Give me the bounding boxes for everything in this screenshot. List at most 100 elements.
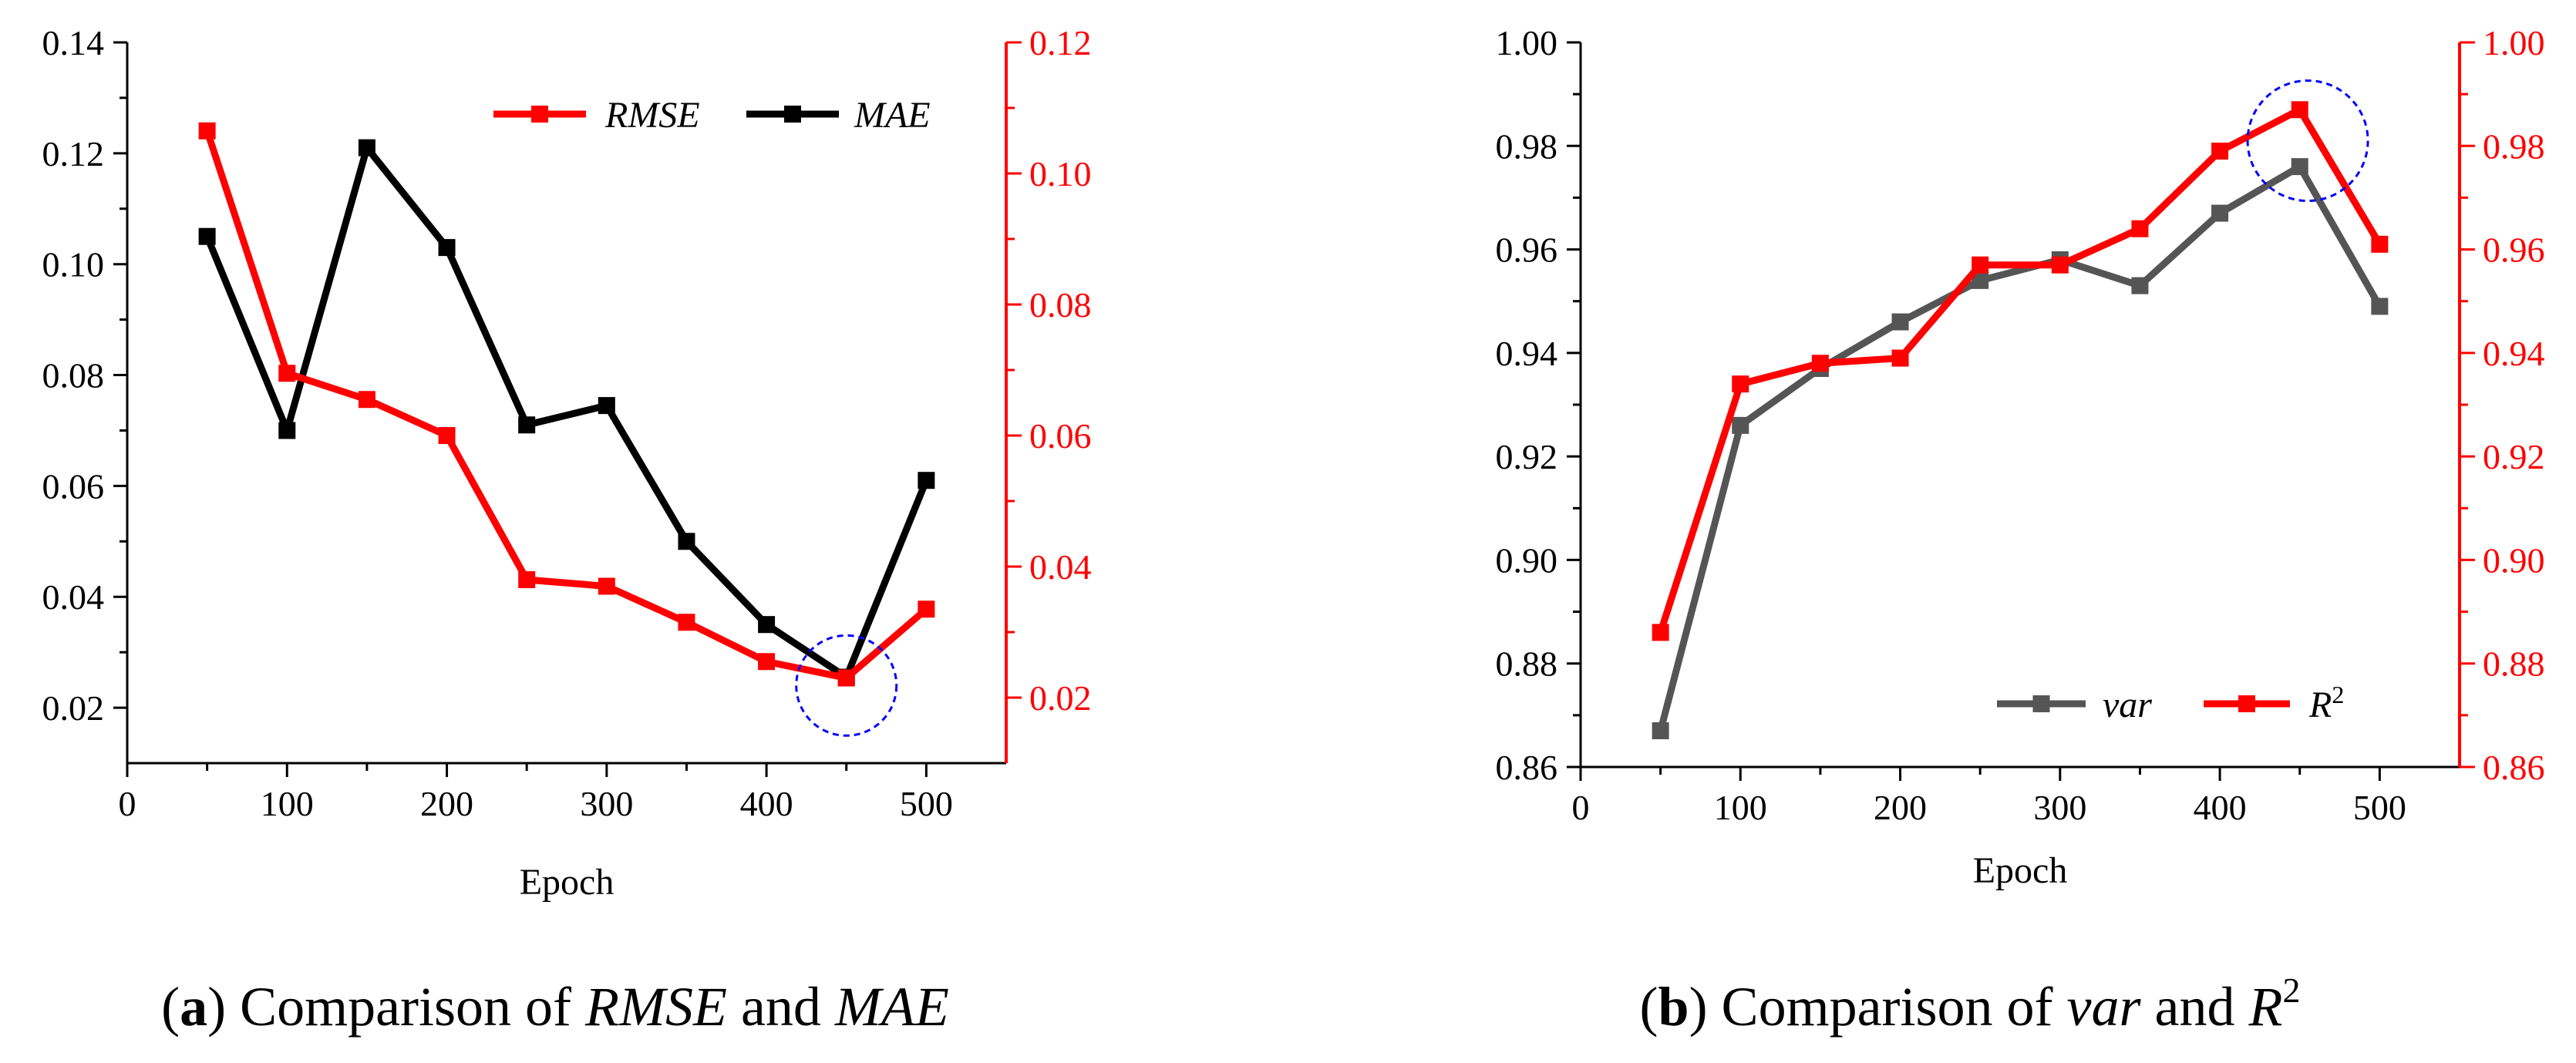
point-rmse bbox=[837, 669, 855, 687]
legend-marker-rmse bbox=[531, 106, 548, 123]
point-rmse bbox=[678, 614, 695, 631]
series-line-rmse bbox=[204, 130, 929, 681]
right-tick-label: 0.02 bbox=[1029, 678, 1092, 718]
left-tick-label: 0.86 bbox=[1496, 748, 1558, 787]
x-tick-label: 200 bbox=[1874, 788, 1927, 827]
point-var bbox=[1652, 722, 1669, 739]
point-var bbox=[1972, 271, 1989, 289]
legend-marker-r2 bbox=[2238, 695, 2255, 712]
point-r2 bbox=[1652, 624, 1669, 641]
caption-b: (b) Comparison of var and R2 bbox=[1640, 970, 2301, 1038]
chart-a: 0 100 200 300 400 500 Epoch 0.02 0.04 0.06 0.08 0.1… bbox=[42, 23, 1092, 1038]
point-mae bbox=[198, 227, 216, 245]
left-tick-label: 0.02 bbox=[42, 688, 105, 728]
series-line-var bbox=[1657, 163, 2383, 732]
left-tick-label: 0.92 bbox=[1496, 437, 1558, 476]
highlight-circle bbox=[795, 634, 898, 737]
caption-a: (a) Comparison of RMSE and MAE bbox=[161, 976, 949, 1038]
x-axis-title: Epoch bbox=[1973, 850, 2068, 891]
point-var bbox=[2371, 298, 2389, 315]
point-var bbox=[2291, 158, 2308, 176]
x-tick-label: 400 bbox=[740, 784, 793, 823]
x-tick-label: 0 bbox=[119, 784, 136, 823]
point-rmse bbox=[758, 653, 776, 671]
x-tick-label: 100 bbox=[1714, 788, 1767, 827]
left-tick-label: 1.00 bbox=[1496, 23, 1558, 62]
point-rmse bbox=[198, 122, 216, 140]
point-r2 bbox=[2371, 235, 2389, 253]
point-r2 bbox=[1732, 375, 1749, 393]
series-line-r2 bbox=[1657, 106, 2383, 634]
legend-marker-var bbox=[2032, 695, 2050, 712]
x-tick-label: 300 bbox=[580, 784, 633, 823]
point-mae bbox=[278, 422, 296, 439]
x-tick-label: 100 bbox=[261, 784, 314, 823]
point-mae bbox=[758, 616, 776, 634]
point-rmse bbox=[918, 600, 935, 618]
point-mae bbox=[598, 397, 615, 415]
right-tick-label: 0.88 bbox=[2483, 644, 2545, 684]
left-tick-label: 0.10 bbox=[42, 245, 105, 284]
highlight-circle bbox=[2246, 79, 2369, 203]
point-r2 bbox=[1891, 349, 1909, 367]
right-tick-label: 0.90 bbox=[2483, 540, 2545, 580]
point-r2 bbox=[2051, 256, 2069, 274]
x-tick-label: 500 bbox=[900, 784, 953, 823]
left-tick-label: 0.08 bbox=[42, 356, 105, 395]
left-tick-label: 0.06 bbox=[42, 466, 105, 506]
legend-marker-mae bbox=[784, 106, 801, 123]
point-mae bbox=[518, 416, 536, 434]
left-tick-label: 0.90 bbox=[1496, 540, 1558, 580]
left-tick-label: 0.96 bbox=[1496, 230, 1558, 270]
right-tick-label: 0.94 bbox=[2483, 334, 2545, 373]
point-rmse bbox=[438, 427, 456, 444]
point-mae bbox=[358, 139, 375, 156]
x-tick-label: 300 bbox=[2033, 788, 2086, 827]
point-r2 bbox=[1811, 355, 1829, 372]
right-tick-label: 0.96 bbox=[2483, 230, 2545, 270]
series-line-mae bbox=[204, 144, 930, 681]
legend-label-mae: MAE bbox=[854, 95, 931, 136]
point-rmse bbox=[358, 391, 375, 409]
point-r2 bbox=[1972, 256, 1989, 274]
point-var bbox=[1891, 313, 1909, 331]
right-tick-label: 0.04 bbox=[1029, 547, 1092, 587]
x-tick-label: 0 bbox=[1572, 788, 1590, 827]
legend-label-r2: R2 bbox=[2308, 681, 2344, 725]
point-mae bbox=[918, 472, 935, 489]
x-tick-label: 400 bbox=[2194, 788, 2247, 827]
left-tick-label: 0.98 bbox=[1496, 126, 1558, 166]
left-tick-label: 0.94 bbox=[1496, 334, 1558, 373]
point-rmse bbox=[598, 577, 615, 595]
right-tick-label: 0.12 bbox=[1029, 23, 1092, 62]
left-tick-label: 0.88 bbox=[1496, 644, 1558, 684]
right-tick-label: 0.86 bbox=[2483, 748, 2545, 787]
point-var bbox=[1732, 416, 1749, 434]
point-rmse bbox=[278, 365, 296, 382]
left-tick-label: 0.12 bbox=[42, 134, 105, 173]
right-tick-label: 0.08 bbox=[1029, 285, 1092, 325]
right-tick-label: 0.10 bbox=[1029, 154, 1092, 193]
right-tick-label: 1.00 bbox=[2483, 23, 2545, 62]
point-r2 bbox=[2131, 220, 2149, 237]
legend: RMSE MAE bbox=[493, 95, 931, 136]
legend-label-rmse: RMSE bbox=[604, 95, 700, 136]
left-tick-label: 0.04 bbox=[42, 577, 105, 617]
point-rmse bbox=[518, 571, 536, 588]
point-r2 bbox=[2211, 143, 2229, 160]
point-mae bbox=[438, 239, 456, 257]
chart-b: 0 100 200 300 400 500 Epoch 0.86 0.88 0.90 0.92 0.9… bbox=[1496, 23, 2545, 1038]
x-axis-title: Epoch bbox=[520, 862, 615, 903]
legend: var R2 bbox=[1997, 681, 2344, 725]
legend-label-var: var bbox=[2103, 685, 2152, 725]
point-var bbox=[2131, 277, 2149, 294]
right-tick-label: 0.92 bbox=[2483, 437, 2545, 476]
right-tick-label: 0.98 bbox=[2483, 126, 2545, 166]
left-tick-label: 0.14 bbox=[42, 23, 105, 62]
point-r2 bbox=[2291, 101, 2308, 119]
x-tick-label: 200 bbox=[420, 784, 473, 823]
point-mae bbox=[678, 533, 695, 550]
x-tick-label: 500 bbox=[2353, 788, 2406, 827]
point-var bbox=[2211, 204, 2229, 222]
